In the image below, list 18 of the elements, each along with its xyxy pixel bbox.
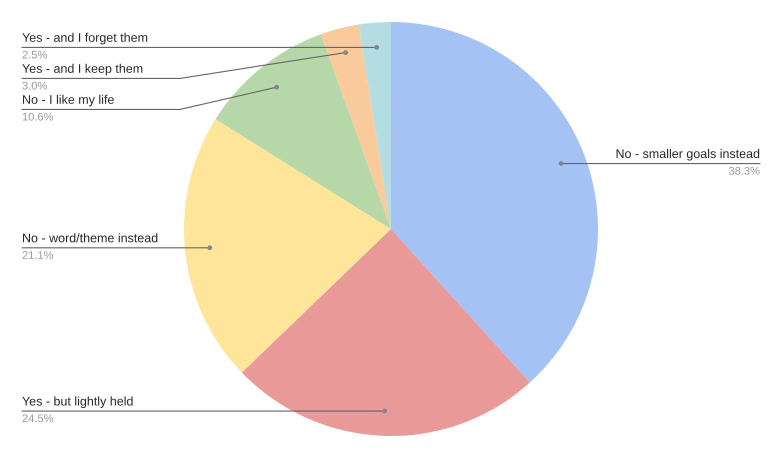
- pie-slice: [358, 22, 391, 229]
- data-label: 24.5%: [22, 414, 54, 422]
- slice-label: Yes - but lightly held: [22, 396, 133, 408]
- data-label: 2.5%: [22, 50, 47, 59]
- pie-slice: [320, 24, 391, 229]
- slice-label: Yes - and I forget them: [22, 32, 148, 44]
- data-label: 3.0%: [22, 82, 47, 90]
- slice-label: No - I like my life: [23, 94, 114, 106]
- slice-label: No - word/theme instead: [23, 233, 158, 242]
- data-label: 38.3%: [728, 166, 760, 175]
- slice-label: No - smaller goals instead: [616, 148, 760, 161]
- slice-label: Yes - and I keep them: [22, 64, 142, 76]
- pie-slice: [184, 119, 391, 373]
- pie-slice: [216, 34, 391, 229]
- data-label: 10.6%: [22, 112, 54, 121]
- data-label: 21.1%: [22, 251, 54, 259]
- pie-slice: [391, 22, 598, 383]
- pie-slice: [242, 229, 530, 436]
